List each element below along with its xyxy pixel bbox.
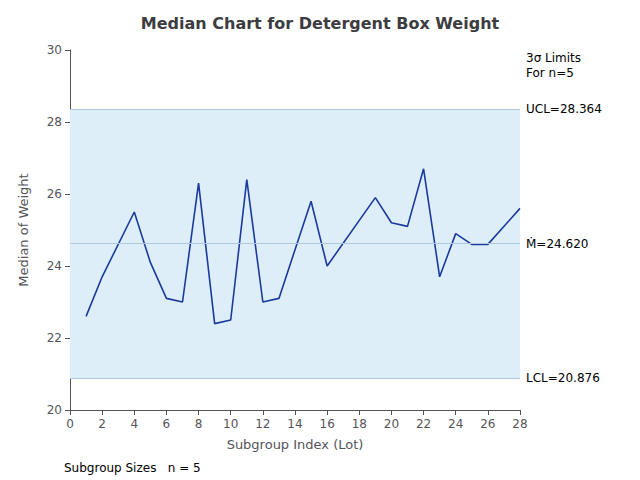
svg-text:2: 2 — [98, 417, 106, 431]
svg-text:14: 14 — [287, 417, 302, 431]
svg-text:UCL=28.364: UCL=28.364 — [526, 102, 602, 116]
svg-text:0: 0 — [66, 417, 74, 431]
svg-text:Subgroup Index (Lot): Subgroup Index (Lot) — [227, 437, 364, 452]
svg-text:Subgroup Sizes n = 5: Subgroup Sizes n = 5 — [64, 461, 201, 475]
svg-text:28: 28 — [512, 417, 527, 431]
svg-text:8: 8 — [195, 417, 203, 431]
svg-text:28: 28 — [47, 115, 62, 129]
svg-text:22: 22 — [416, 417, 431, 431]
svg-text:24: 24 — [47, 259, 62, 273]
svg-text:26: 26 — [480, 417, 495, 431]
svg-text:LCL=20.876: LCL=20.876 — [526, 371, 600, 385]
svg-text:For n=5: For n=5 — [526, 66, 574, 80]
svg-text:18: 18 — [352, 417, 367, 431]
svg-text:20: 20 — [47, 403, 62, 417]
svg-text:4: 4 — [130, 417, 138, 431]
svg-text:6: 6 — [163, 417, 171, 431]
svg-text:16: 16 — [320, 417, 335, 431]
svg-text:3σ Limits: 3σ Limits — [526, 51, 581, 65]
svg-text:26: 26 — [47, 187, 62, 201]
svg-text:Median of Weight: Median of Weight — [16, 173, 31, 286]
svg-text:12: 12 — [255, 417, 270, 431]
svg-text:30: 30 — [47, 43, 62, 57]
svg-text:20: 20 — [384, 417, 399, 431]
svg-text:24: 24 — [448, 417, 463, 431]
svg-text:Median Chart for Detergent Box: Median Chart for Detergent Box Weight — [141, 14, 500, 33]
svg-text:10: 10 — [223, 417, 238, 431]
svg-text:Ṁ=24.620: Ṁ=24.620 — [526, 236, 588, 251]
svg-text:22: 22 — [47, 331, 62, 345]
